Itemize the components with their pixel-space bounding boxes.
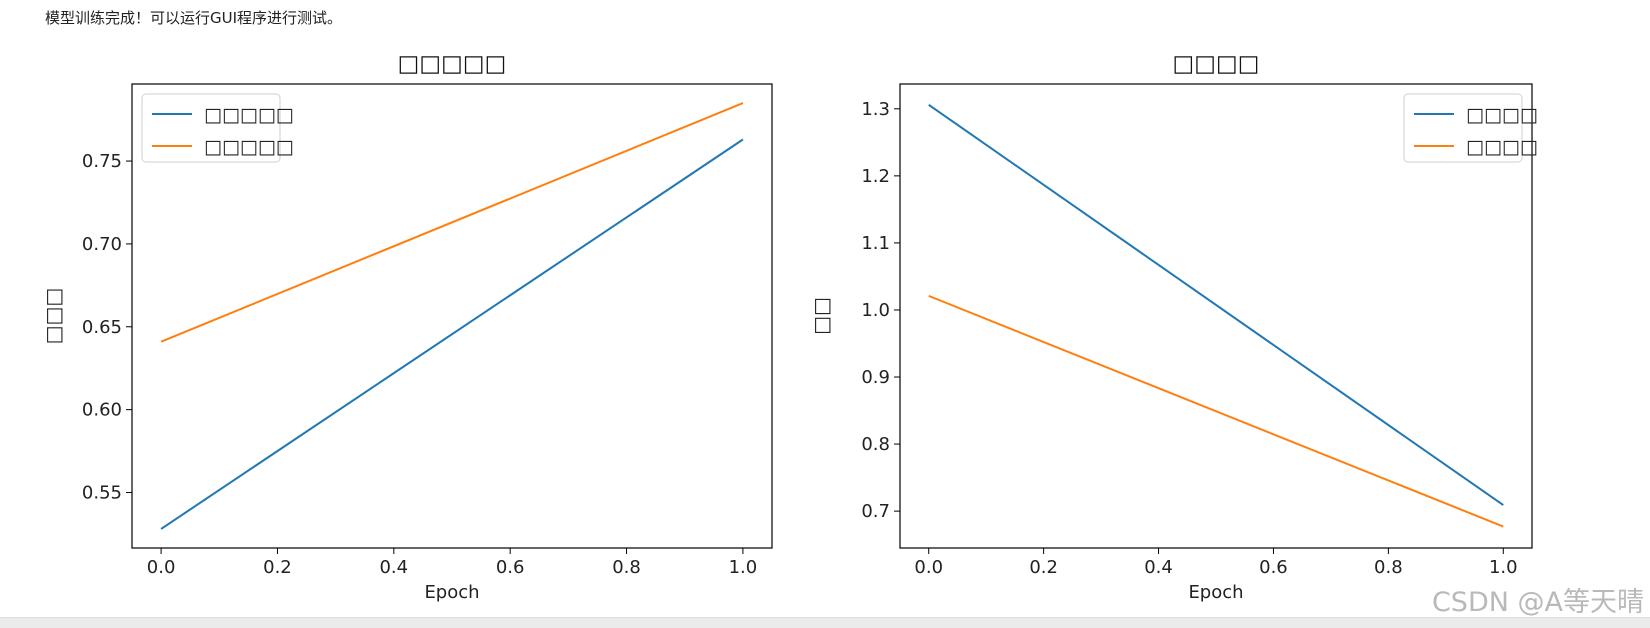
- y-tick-label: 0.9: [861, 367, 890, 388]
- x-tick-label: 1.0: [1489, 557, 1518, 578]
- legend: □□□□ □□□□: [1403, 93, 1538, 163]
- y-tick-label: 1.1: [861, 233, 890, 254]
- x-tick-label: 0.8: [612, 557, 641, 578]
- legend-label-1: □□□□□: [204, 136, 294, 158]
- x-tick-label: 0.8: [1374, 557, 1403, 578]
- series-line-0: [928, 103, 1504, 506]
- x-axis-label: Epoch: [1188, 582, 1243, 603]
- chart-title: □□□□: [1173, 51, 1260, 77]
- y-axis-label: □□□: [41, 288, 65, 345]
- x-tick-label: 0.4: [379, 557, 408, 578]
- y-tick-label: 0.7: [861, 501, 890, 522]
- x-tick-label: 0.2: [263, 557, 292, 578]
- legend-label-1: □□□□: [1466, 136, 1538, 158]
- series-line-1: [928, 294, 1504, 528]
- series-line-0: [160, 138, 744, 530]
- y-tick-label: 0.75: [82, 151, 122, 172]
- y-tick-label: 1.3: [861, 99, 890, 120]
- y-tick-label: 0.8: [861, 434, 890, 455]
- x-tick-label: 0.0: [914, 557, 943, 578]
- series-line-1: [160, 102, 744, 343]
- x-tick-label: 0.2: [1029, 557, 1058, 578]
- training-status-text: 模型训练完成！可以运行GUI程序进行测试。: [45, 9, 343, 27]
- plot-frame: [899, 83, 1533, 549]
- y-tick-label: 0.65: [82, 317, 122, 338]
- plot-frame: [131, 83, 773, 549]
- x-axis-label: Epoch: [424, 582, 479, 603]
- y-tick-label: 1.2: [861, 166, 890, 187]
- chart-title: □□□□□: [398, 51, 507, 77]
- horizontal-scrollbar[interactable]: [0, 617, 1650, 628]
- y-axis-label: □□: [809, 297, 833, 335]
- y-tick-label: 0.60: [82, 400, 122, 421]
- y-tick-label: 0.55: [82, 482, 122, 503]
- x-tick-label: 1.0: [729, 557, 758, 578]
- x-tick-label: 0.6: [496, 557, 525, 578]
- y-tick-label: 1.0: [861, 300, 890, 321]
- y-tick-label: 0.70: [82, 234, 122, 255]
- loss-chart: 0.0 0.2 0.4 0.6 0.8 1.0 0.7 0.8 0.9 1.0 1.1 1.2 1.3 □…: [809, 51, 1538, 603]
- accuracy-chart: 0.0 0.2 0.4 0.6 0.8 1.0 0.55 0.60 0.65 0.70 0.75 □□…: [41, 51, 773, 603]
- legend-label-0: □□□□: [1466, 104, 1538, 126]
- csdn-watermark: CSDN @A等天晴: [1431, 587, 1644, 618]
- x-tick-label: 0.6: [1259, 557, 1288, 578]
- x-tick-label: 0.4: [1144, 557, 1173, 578]
- legend-label-0: □□□□□: [204, 104, 294, 126]
- x-tick-label: 0.0: [147, 557, 176, 578]
- legend: □□□□□ □□□□□: [141, 93, 294, 163]
